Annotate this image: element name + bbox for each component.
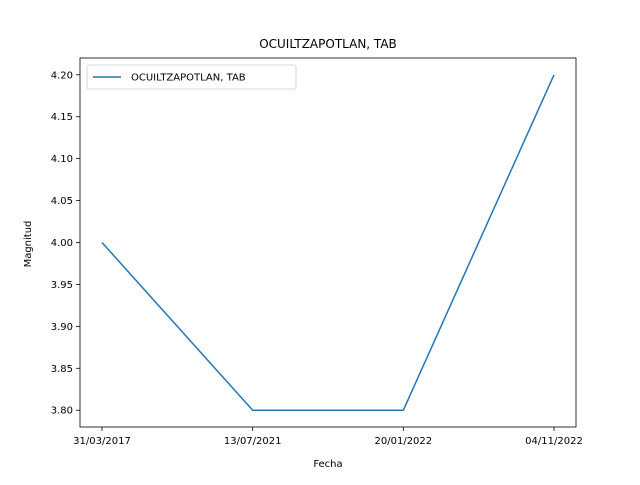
y-tick-label: 4.20 [51,70,73,81]
chart-title: OCUILTZAPOTLAN, TAB [259,37,397,51]
y-axis-label: Magnitud [23,221,34,268]
y-tick-label: 4.05 [51,196,73,207]
series-line [101,74,555,411]
plot-area: 3.80 3.85 3.90 3.95 4.00 4.05 4.10 4.15 4.20 31/0… [51,57,583,447]
y-tick-label: 3.80 [51,406,73,417]
y-tick-label: 4.10 [51,154,73,165]
legend-label: OCUILTZAPOTLAN, TAB [131,73,246,84]
y-tick-label: 3.90 [51,322,73,333]
y-tick-label: 4.00 [51,238,73,249]
y-tick-label: 4.15 [51,112,73,123]
x-tick-label: 13/07/2021 [224,436,282,447]
x-tick-label: 20/01/2022 [375,436,433,447]
axes-frame [79,57,577,428]
y-tick-label: 3.85 [51,364,73,375]
x-tick-label: 31/03/2017 [73,436,131,447]
y-tick-label: 3.95 [51,280,73,291]
x-axis-label: Fecha [313,459,342,470]
legend-box [86,64,297,90]
x-tick-label: 04/11/2022 [525,436,583,447]
